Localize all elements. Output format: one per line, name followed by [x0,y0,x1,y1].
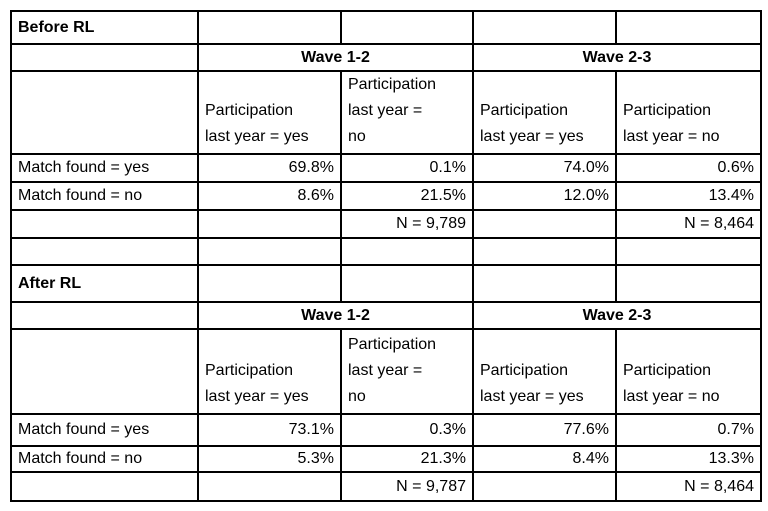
section-after-wave-row: Wave 1-2 Wave 2-3 [10,301,762,330]
col-header-participation-yes-w23: Participation last year = yes [472,328,617,415]
empty-cell [197,264,342,303]
section-after-column-header-row: Participation last year = yes Participat… [10,328,762,415]
section-before-title-row: Before RL [10,10,762,45]
value-cell: 21.5% [340,181,474,211]
col-header-participation-no-w12: Participation last year = no [340,70,474,155]
wave-1-2-label: Wave 1-2 [197,43,474,72]
value-cell: 13.3% [615,445,762,473]
empty-cell [197,10,342,45]
empty-cell [10,43,199,72]
empty-cell [10,301,199,330]
section-title-after: After RL [10,264,199,303]
col-header-participation-no-w23: Participation last year = no [615,70,762,155]
empty-cell [472,10,617,45]
table-row: Match found = yes 73.1% 0.3% 77.6% 0.7% [10,413,762,447]
n-cell-wave12: N = 9,789 [340,209,474,239]
section-before-wave-row: Wave 1-2 Wave 2-3 [10,43,762,72]
section-before-column-header-row: Participation last year = yes Participat… [10,70,762,155]
value-cell: 74.0% [472,153,617,183]
value-cell: 73.1% [197,413,342,447]
row-label-match-no: Match found = no [10,181,199,211]
empty-cell [340,237,474,266]
n-cell-wave23: N = 8,464 [615,471,762,502]
empty-cell [615,10,762,45]
empty-cell [472,471,617,502]
row-label-match-yes: Match found = yes [10,413,199,447]
row-label-match-no: Match found = no [10,445,199,473]
section-title-before: Before RL [10,10,199,45]
wave-2-3-label: Wave 2-3 [472,43,762,72]
value-cell: 0.3% [340,413,474,447]
value-cell: 5.3% [197,445,342,473]
col-header-participation-yes-w12: Participation last year = yes [197,70,342,155]
n-cell-wave23: N = 8,464 [615,209,762,239]
empty-cell [472,209,617,239]
empty-cell [10,70,199,155]
row-label-match-yes: Match found = yes [10,153,199,183]
empty-cell [615,237,762,266]
empty-cell [197,209,342,239]
empty-cell [340,264,474,303]
sample-size-row: N = 9,789 N = 8,464 [10,209,762,239]
empty-cell [197,471,342,502]
sample-size-row: N = 9,787 N = 8,464 [10,471,762,502]
empty-cell [10,328,199,415]
table-row: Match found = no 5.3% 21.3% 8.4% 13.3% [10,445,762,473]
wave-2-3-label: Wave 2-3 [472,301,762,330]
value-cell: 8.4% [472,445,617,473]
wave-1-2-label: Wave 1-2 [197,301,474,330]
value-cell: 13.4% [615,181,762,211]
empty-cell [10,209,199,239]
value-cell: 0.7% [615,413,762,447]
empty-cell [340,10,474,45]
table-row: Match found = no 8.6% 21.5% 12.0% 13.4% [10,181,762,211]
section-after-title-row: After RL [10,264,762,303]
empty-cell [472,264,617,303]
table-row: Match found = yes 69.8% 0.1% 74.0% 0.6% [10,153,762,183]
empty-cell [10,471,199,502]
col-header-participation-yes-w23: Participation last year = yes [472,70,617,155]
value-cell: 69.8% [197,153,342,183]
empty-cell [615,264,762,303]
col-header-participation-yes-w12: Participation last year = yes [197,328,342,415]
match-rate-table: Before RL Wave 1-2 Wave 2-3 Participatio… [10,10,762,502]
value-cell: 21.3% [340,445,474,473]
col-header-participation-no-w23: Participation last year = no [615,328,762,415]
empty-cell [10,237,199,266]
value-cell: 77.6% [472,413,617,447]
n-cell-wave12: N = 9,787 [340,471,474,502]
value-cell: 8.6% [197,181,342,211]
empty-cell [472,237,617,266]
spacer-row [10,237,762,266]
value-cell: 0.1% [340,153,474,183]
value-cell: 0.6% [615,153,762,183]
empty-cell [197,237,342,266]
value-cell: 12.0% [472,181,617,211]
col-header-participation-no-w12: Participation last year = no [340,328,474,415]
